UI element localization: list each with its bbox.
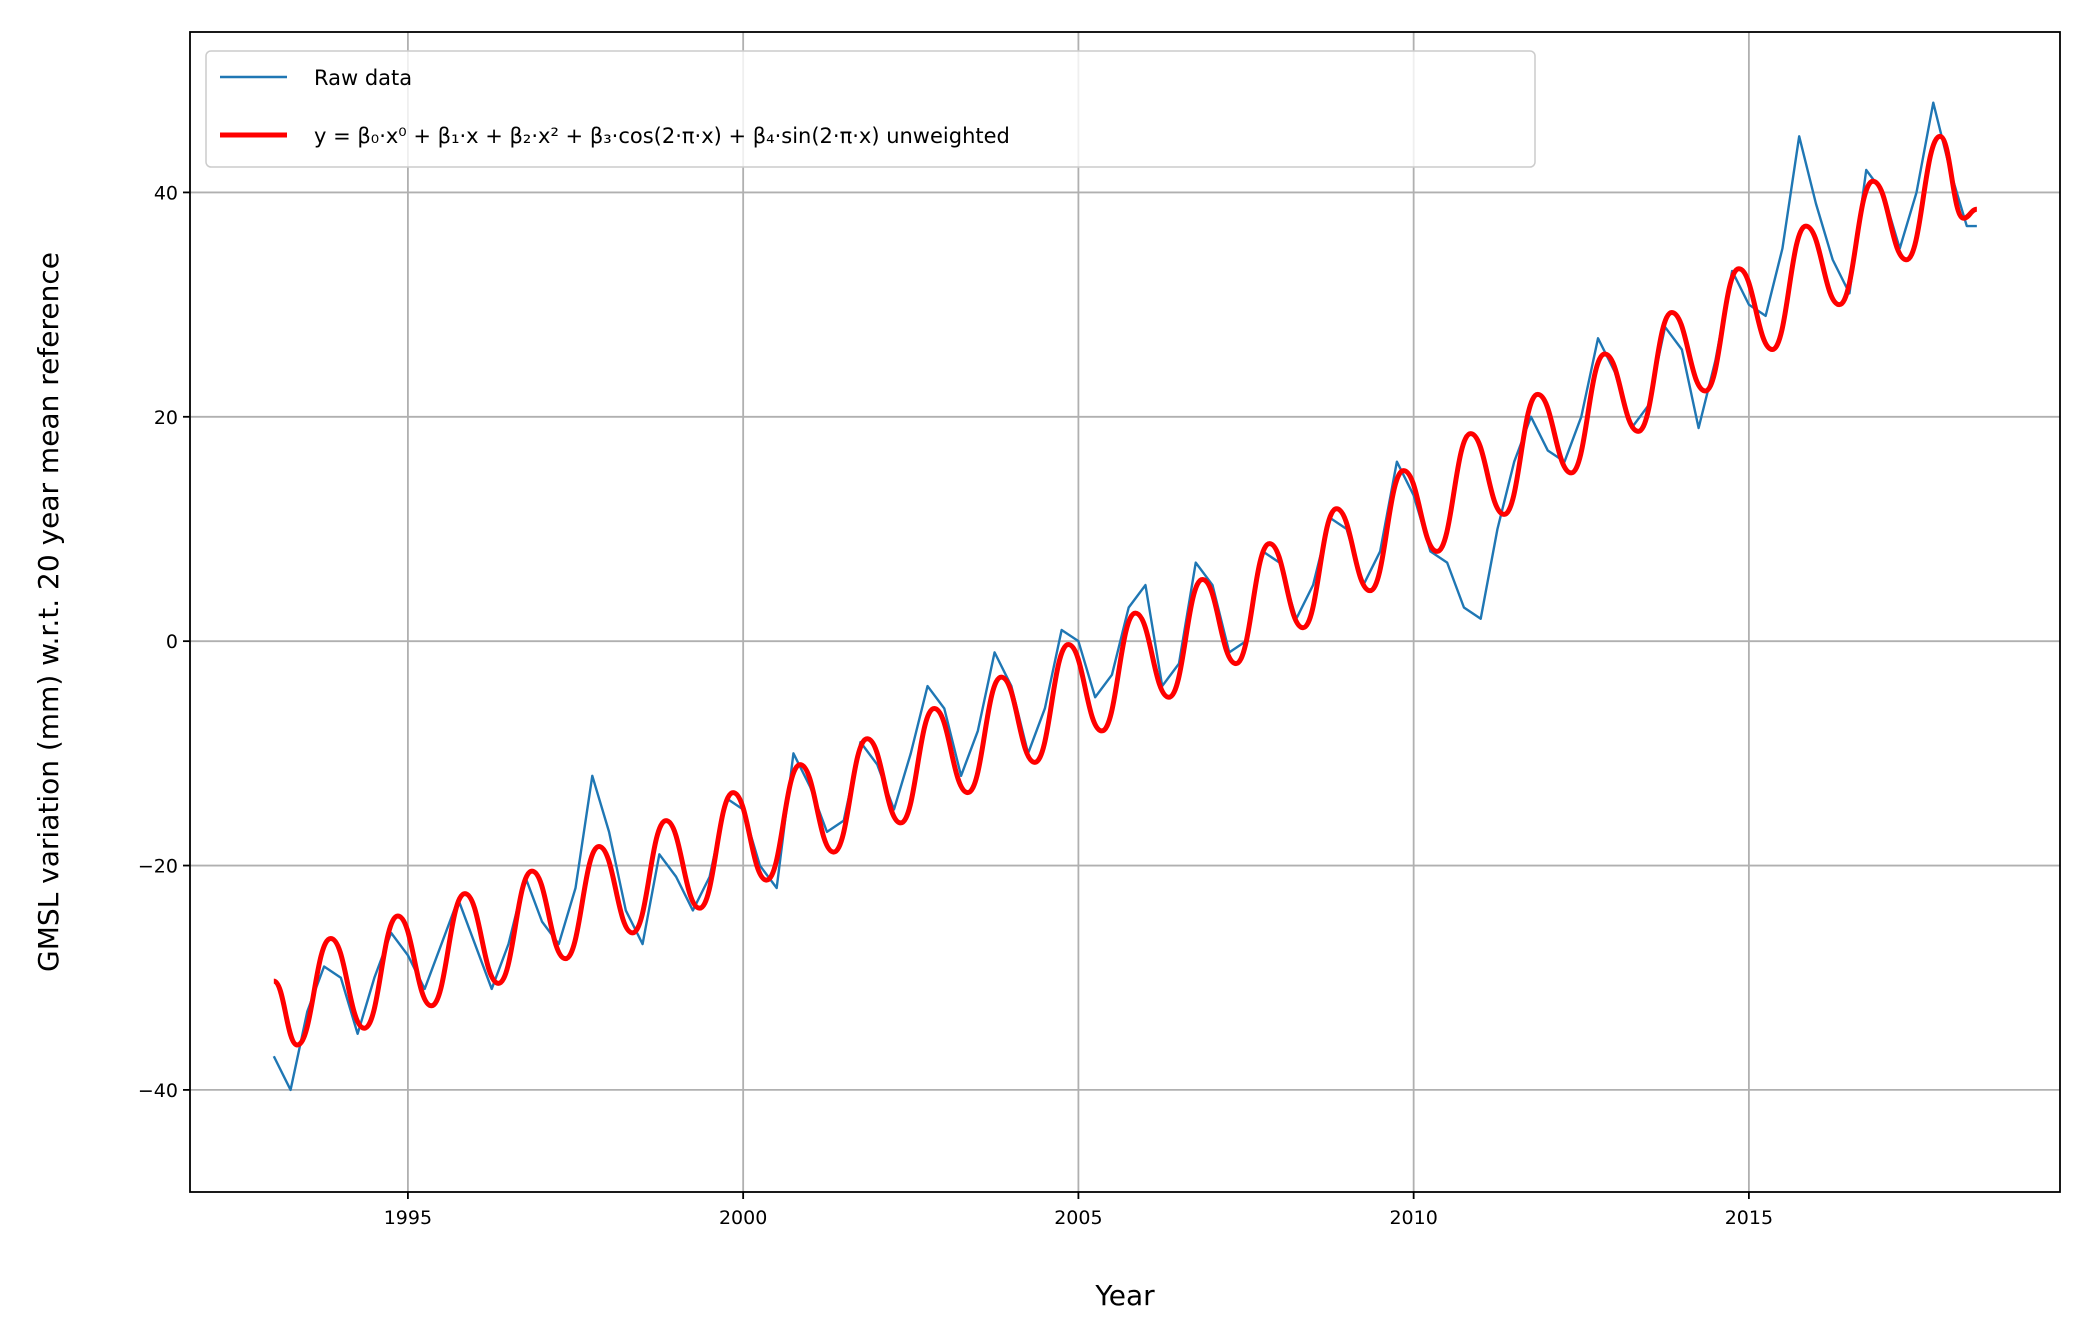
legend: Raw data y = β₀·x⁰ + β₁·x + β₂·x² + β₃·co… bbox=[205, 50, 1536, 168]
y-tick-label: 20 bbox=[154, 407, 178, 429]
legend-label: y = β₀·x⁰ + β₁·x + β₂·x² + β₃·cos(2·π·x)… bbox=[314, 124, 1010, 148]
x-tick-label: 1995 bbox=[384, 1207, 432, 1229]
series-line bbox=[272, 101, 1977, 1092]
series-line bbox=[272, 133, 1978, 1048]
legend-box bbox=[205, 50, 1536, 168]
plot-area bbox=[272, 101, 1978, 1092]
x-tick-label: 2000 bbox=[719, 1207, 767, 1229]
x-tick-label: 2005 bbox=[1054, 1207, 1102, 1229]
ticks: 1995 2000 2005 2010 2015 −40 −20 0 20 40 bbox=[138, 182, 1773, 1229]
x-axis-label: Year bbox=[1094, 1279, 1155, 1312]
y-tick-label: −20 bbox=[138, 856, 178, 878]
y-tick-label: −40 bbox=[138, 1080, 178, 1102]
y-axis-label: GMSL variation (mm) w.r.t. 20 year mean … bbox=[32, 252, 65, 972]
y-tick-label: 40 bbox=[154, 182, 178, 204]
x-tick-label: 2010 bbox=[1389, 1207, 1437, 1229]
x-tick-label: 2015 bbox=[1725, 1207, 1773, 1229]
y-tick-label: 0 bbox=[166, 631, 178, 653]
legend-label: Raw data bbox=[314, 66, 412, 90]
grid bbox=[190, 32, 2060, 1192]
axes-frame bbox=[189, 31, 2061, 1193]
